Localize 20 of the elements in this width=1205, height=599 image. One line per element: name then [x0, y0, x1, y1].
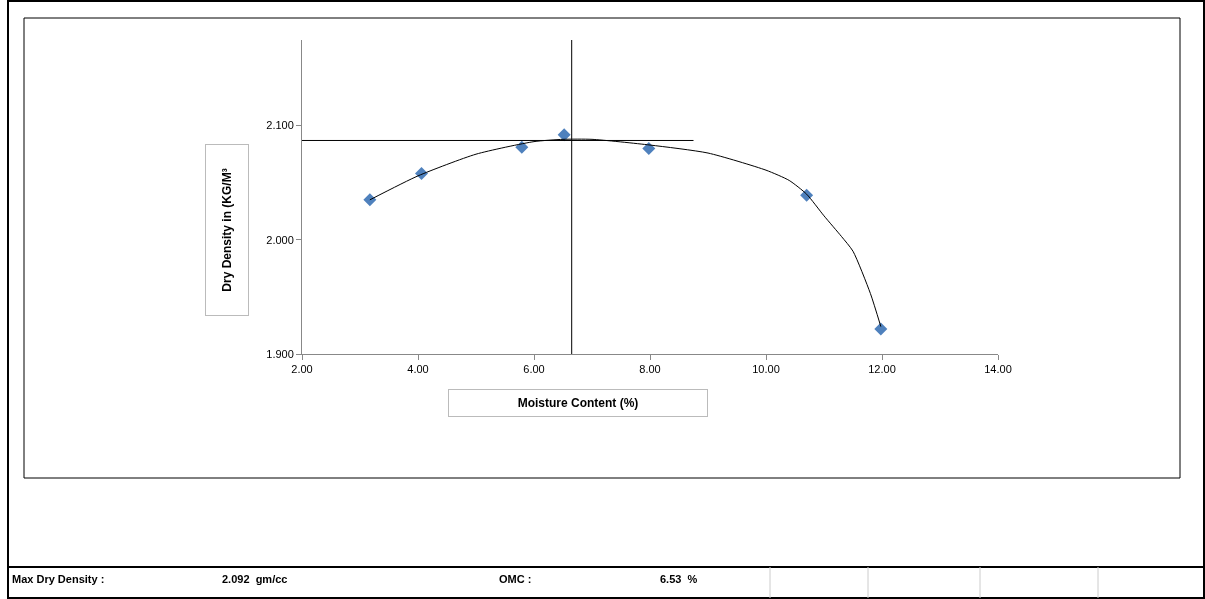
y-tick-label: 2.100	[266, 119, 294, 132]
x-tick-label: 10.00	[752, 363, 780, 376]
x-tick-label: 2.00	[291, 363, 313, 376]
point	[874, 322, 888, 336]
x-tick-label: 4.00	[407, 363, 429, 376]
y-tick-label: 1.900	[266, 347, 294, 360]
y-axis-title: Dry Density in (KG/M³	[220, 168, 234, 292]
point	[515, 140, 529, 154]
x-axis-title: Moisture Content (%)	[517, 396, 639, 410]
x-tick-label: 8.00	[639, 363, 661, 376]
text: 2.092 gm/cc	[222, 573, 288, 585]
x-tick-label: 12.00	[868, 363, 896, 376]
text: Max Dry Density :	[12, 573, 105, 585]
x-tick-label: 14.00	[984, 363, 1012, 376]
point	[363, 193, 377, 207]
text: OMC :	[499, 573, 532, 585]
point	[557, 128, 571, 142]
y-tick-label: 2.000	[266, 233, 294, 246]
text: 6.53 %	[660, 573, 698, 585]
x-tick-label: 6.00	[523, 363, 545, 376]
